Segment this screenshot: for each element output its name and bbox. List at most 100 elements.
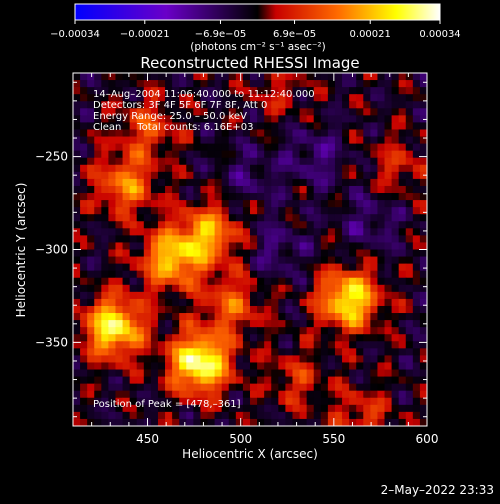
heatmap-cell	[285, 228, 294, 236]
heatmap-cell	[342, 418, 350, 426]
heatmap-cell	[200, 383, 209, 392]
heatmap-cell	[257, 362, 265, 371]
heatmap-cell	[398, 129, 407, 138]
heatmap-cell	[257, 411, 265, 420]
heatmap-cell	[391, 150, 400, 159]
heatmap-cell	[419, 242, 427, 251]
heatmap-cell	[384, 235, 393, 244]
heatmap-cell	[278, 200, 286, 208]
heatmap-cell	[207, 136, 216, 145]
heatmap-cell	[342, 341, 350, 349]
heatmap-cell	[313, 235, 322, 244]
heatmap-cell	[172, 263, 180, 272]
heatmap-cell	[377, 221, 386, 229]
heatmap-cell	[271, 320, 279, 328]
heatmap-cell	[264, 263, 272, 272]
heatmap-cell	[157, 305, 166, 314]
heatmap-cell	[235, 80, 244, 88]
heatmap-cell	[384, 397, 393, 406]
heatmap-cell	[334, 171, 343, 180]
heatmap-cell	[129, 164, 138, 173]
heatmap-cell	[73, 122, 81, 131]
heatmap-cell	[391, 249, 400, 258]
heatmap-cell	[207, 390, 216, 399]
heatmap-cell	[363, 171, 371, 180]
heatmap-cell	[271, 348, 279, 356]
heatmap-cell	[292, 355, 301, 364]
heatmap-cell	[165, 94, 173, 102]
heatmap-cell	[87, 80, 95, 88]
heatmap-cell	[419, 383, 427, 392]
heatmap-cell	[242, 348, 251, 356]
heatmap-cell	[363, 418, 371, 426]
heatmap-cell	[391, 348, 400, 356]
heatmap-cell	[377, 235, 386, 244]
heatmap-cell	[250, 298, 258, 307]
heatmap-cell	[179, 327, 187, 335]
heatmap-cell	[334, 376, 343, 385]
heatmap-cell	[242, 369, 251, 378]
heatmap-cell	[313, 221, 322, 229]
heatmap-cell	[405, 221, 414, 229]
heatmap-cell	[264, 73, 272, 81]
heatmap-cell	[271, 249, 279, 258]
heatmap-cell	[292, 249, 301, 258]
heatmap-cell	[320, 242, 329, 251]
heatmap-cell	[320, 334, 329, 342]
heatmap-cell	[370, 418, 379, 426]
heatmap-cell	[278, 214, 286, 222]
heatmap-cell	[271, 235, 279, 244]
heatmap-cell	[327, 185, 336, 194]
heatmap-cell	[405, 171, 414, 180]
heatmap-cell	[412, 221, 421, 229]
heatmap-cell	[377, 185, 386, 194]
heatmap-cell	[342, 376, 350, 385]
heatmap-cell	[186, 334, 194, 342]
heatmap-cell	[384, 94, 393, 102]
heatmap-cell	[214, 411, 223, 420]
heatmap-cell	[391, 411, 400, 420]
heatmap-cell	[136, 383, 145, 392]
heatmap-cell	[207, 270, 216, 279]
heatmap-cell	[342, 334, 350, 342]
heatmap-cell	[221, 94, 230, 102]
heatmap-cell	[200, 150, 209, 159]
heatmap-cell	[157, 200, 166, 208]
heatmap-cell	[327, 320, 336, 328]
heatmap-cell	[87, 94, 95, 102]
heatmap-cell	[80, 171, 88, 180]
heatmap-cell	[165, 320, 173, 328]
heatmap-cell	[349, 313, 357, 321]
heatmap-cell	[221, 101, 230, 109]
heatmap-cell	[278, 150, 286, 159]
heatmap-cell	[157, 334, 166, 342]
heatmap-cell	[299, 178, 308, 187]
heatmap-cell	[150, 298, 159, 307]
heatmap-cell	[257, 249, 265, 258]
heatmap-cell	[271, 87, 279, 95]
heatmap-cell	[370, 157, 379, 166]
heatmap-cell	[179, 214, 187, 222]
heatmap-cell	[278, 221, 286, 229]
heatmap-cell	[129, 390, 138, 399]
heatmap-cell	[285, 256, 294, 265]
heatmap-cell	[271, 108, 279, 116]
heatmap-cell	[172, 277, 180, 286]
heatmap-cell	[143, 115, 152, 124]
heatmap-cell	[115, 270, 124, 279]
heatmap-cell	[377, 348, 386, 356]
heatmap-cell	[334, 185, 343, 194]
heatmap-cell	[334, 355, 343, 364]
heatmap-cell	[391, 320, 400, 328]
heatmap-cell	[143, 284, 152, 293]
heatmap-cell	[412, 171, 421, 180]
heatmap-cell	[384, 277, 393, 286]
heatmap-cell	[214, 157, 223, 166]
heatmap-cell	[221, 313, 230, 321]
heatmap-cell	[108, 320, 117, 328]
heatmap-cell	[342, 256, 350, 265]
heatmap-cell	[306, 207, 315, 215]
heatmap-cell	[122, 390, 131, 399]
heatmap-cell	[108, 291, 117, 300]
heatmap-cell	[179, 334, 187, 342]
